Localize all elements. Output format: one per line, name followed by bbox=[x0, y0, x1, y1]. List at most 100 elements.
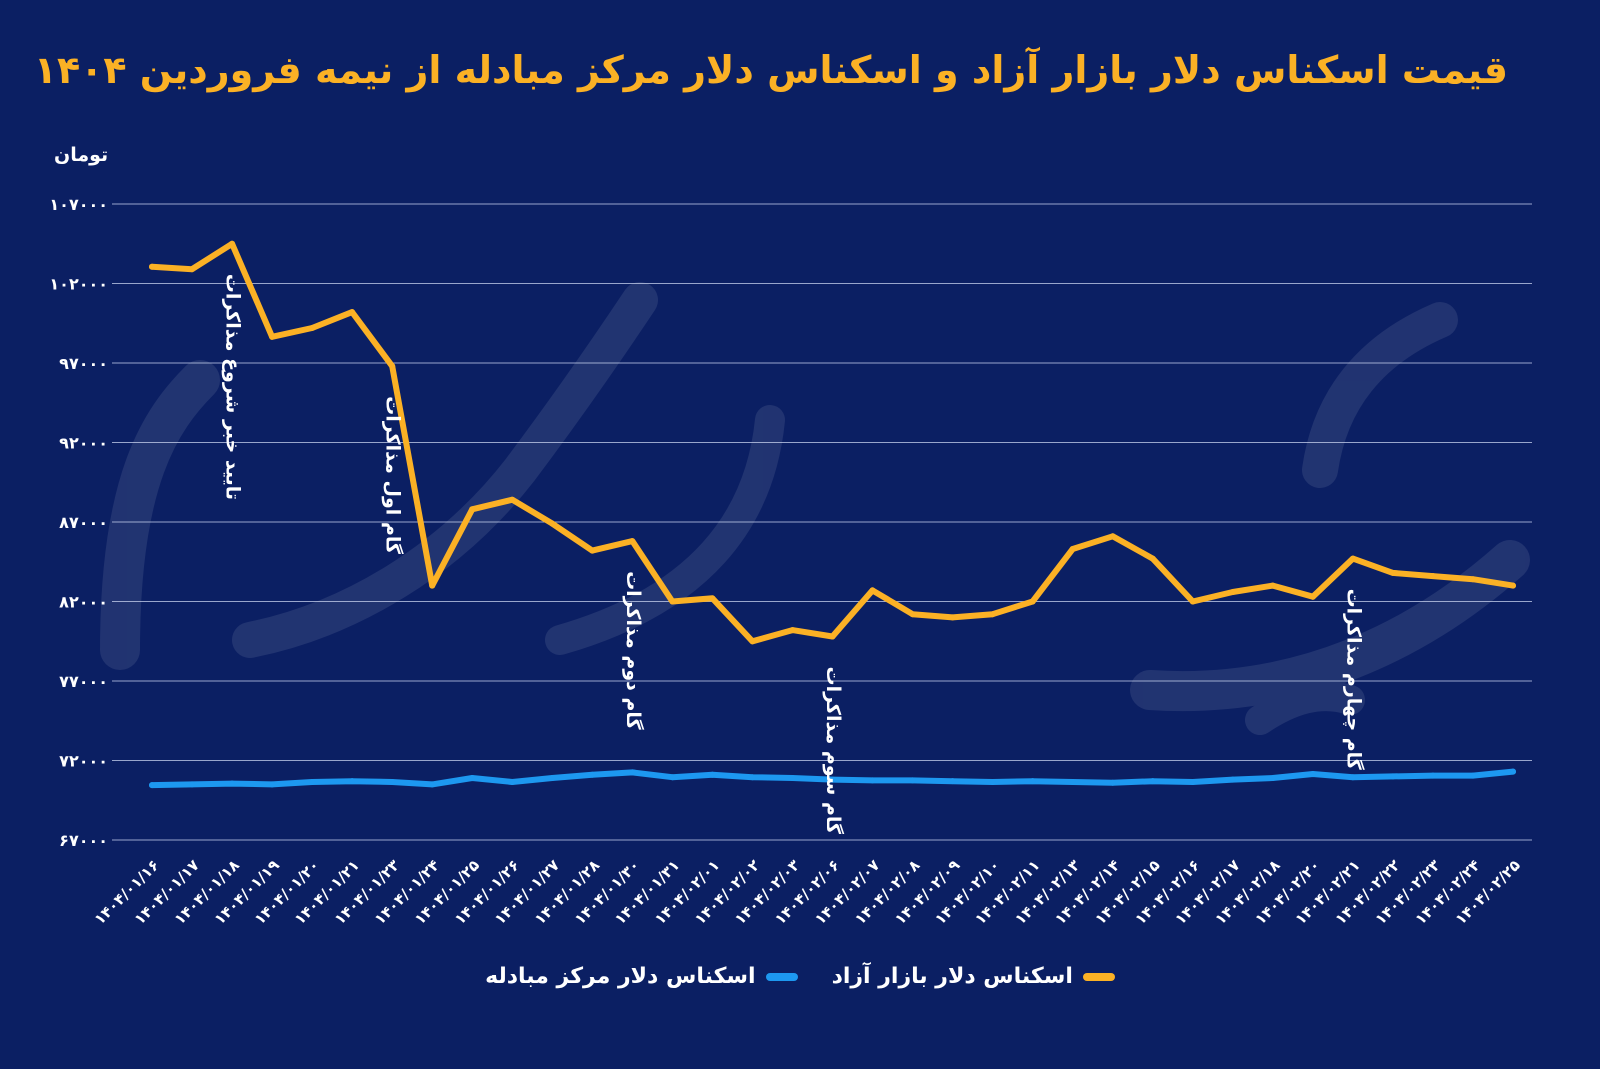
data-point bbox=[989, 778, 996, 785]
data-point bbox=[1389, 569, 1396, 576]
annotation-label: گام اول مذاکرات bbox=[382, 396, 405, 555]
data-point bbox=[1109, 779, 1116, 786]
data-point bbox=[549, 520, 556, 527]
data-point bbox=[1389, 773, 1396, 780]
legend-swatch-exchange-center bbox=[765, 972, 798, 981]
data-point bbox=[1029, 778, 1036, 785]
data-point bbox=[469, 774, 476, 781]
annotation-label: گام سوم مذاکرات bbox=[822, 666, 845, 835]
data-point bbox=[1269, 582, 1276, 589]
data-point bbox=[629, 538, 636, 545]
watermark-stroke bbox=[232, 282, 658, 658]
data-point bbox=[1069, 546, 1076, 553]
data-point bbox=[1189, 598, 1196, 605]
y-tick-label: ۹۲۰۰۰ bbox=[59, 434, 108, 453]
data-point bbox=[589, 547, 596, 554]
data-point bbox=[509, 778, 516, 785]
data-point bbox=[1309, 771, 1316, 778]
data-point bbox=[1029, 598, 1036, 605]
y-tick-label: ۷۲۰۰۰ bbox=[59, 752, 108, 771]
data-point bbox=[749, 638, 756, 645]
data-point bbox=[1349, 555, 1356, 562]
legend: اسکناس دلار بازار آزاد اسکناس دلار مرکز … bbox=[0, 964, 1600, 989]
data-point bbox=[709, 595, 716, 602]
annotation-label: گام چهارم مذاکرات bbox=[1342, 589, 1365, 771]
data-point bbox=[229, 240, 236, 247]
data-point bbox=[909, 777, 916, 784]
data-point bbox=[789, 774, 796, 781]
data-point bbox=[1269, 774, 1276, 781]
data-point bbox=[349, 309, 356, 316]
data-point bbox=[869, 777, 876, 784]
y-tick-label: ۶۷۰۰۰ bbox=[59, 831, 108, 850]
data-point bbox=[189, 266, 196, 273]
grid-lines bbox=[112, 203, 1532, 841]
watermark-stroke bbox=[545, 405, 785, 655]
legend-swatch-free-market bbox=[1082, 972, 1115, 981]
data-point bbox=[269, 781, 276, 788]
data-point bbox=[1069, 778, 1076, 785]
data-point bbox=[429, 781, 436, 788]
data-point bbox=[389, 778, 396, 785]
annotation-label: گام دوم مذاکرات bbox=[622, 571, 645, 731]
y-axis-unit-label: تومان bbox=[54, 144, 109, 166]
data-point bbox=[1469, 772, 1476, 779]
data-point bbox=[949, 614, 956, 621]
data-point bbox=[1429, 573, 1436, 580]
chart-title: قیمت اسکناس دلار بازار آزاد و اسکناس دلا… bbox=[33, 48, 1508, 92]
data-point bbox=[309, 778, 316, 785]
data-point bbox=[709, 771, 716, 778]
data-point bbox=[389, 363, 396, 370]
data-point bbox=[789, 627, 796, 634]
data-point bbox=[1149, 555, 1156, 562]
data-point bbox=[1510, 768, 1516, 775]
data-point bbox=[669, 598, 676, 605]
watermark-stroke bbox=[1245, 681, 1365, 735]
data-point bbox=[1429, 772, 1436, 779]
data-point bbox=[149, 263, 155, 270]
data-point bbox=[829, 776, 836, 783]
data-point bbox=[1510, 582, 1516, 589]
data-point bbox=[349, 778, 356, 785]
y-axis-ticks: ۶۷۰۰۰ ۷۲۰۰۰ ۷۷۰۰۰ ۸۲۰۰۰ ۸۷۰۰۰ ۹۲۰۰۰ ۹۷۰۰۰ ۱۰۲۰۰… bbox=[49, 195, 108, 850]
data-point bbox=[1109, 533, 1116, 540]
data-point bbox=[149, 782, 155, 789]
data-point bbox=[829, 633, 836, 640]
data-point bbox=[509, 496, 516, 503]
series-layer bbox=[149, 240, 1516, 789]
watermark-stroke bbox=[1130, 540, 1530, 711]
data-point bbox=[189, 781, 196, 788]
data-point bbox=[869, 587, 876, 594]
data-point bbox=[589, 771, 596, 778]
data-point bbox=[1349, 774, 1356, 781]
data-point bbox=[669, 774, 676, 781]
data-point bbox=[1189, 778, 1196, 785]
data-point bbox=[1229, 776, 1236, 783]
watermark-stroke bbox=[1302, 302, 1458, 488]
y-tick-label: ۱۰۷۰۰۰ bbox=[49, 195, 108, 214]
data-point bbox=[749, 774, 756, 781]
data-point bbox=[1149, 778, 1156, 785]
data-point bbox=[949, 778, 956, 785]
legend-label-exchange-center: اسکناس دلار مرکز مبادله bbox=[485, 964, 756, 989]
data-point bbox=[269, 333, 276, 340]
data-point bbox=[989, 611, 996, 618]
annotation-label: تایید خبر شروع مذاکرات bbox=[222, 274, 244, 500]
y-tick-label: ۸۲۰۰۰ bbox=[59, 593, 108, 612]
data-point bbox=[469, 506, 476, 513]
watermark-stroke bbox=[100, 360, 220, 670]
y-tick-label: ۱۰۲۰۰۰ bbox=[49, 275, 108, 294]
y-tick-label: ۹۷۰۰۰ bbox=[59, 354, 108, 373]
data-point bbox=[1309, 593, 1316, 600]
legend-item-exchange-center: اسکناس دلار مرکز مبادله bbox=[485, 964, 798, 989]
data-point bbox=[429, 582, 436, 589]
data-point bbox=[309, 325, 316, 332]
x-axis-ticks: ۱۴۰۴/۰۱/۱۶۱۴۰۴/۰۱/۱۷۱۴۰۴/۰۱/۱۸۱۴۰۴/۰۱/۱۹… bbox=[91, 856, 1524, 928]
watermark-logo bbox=[100, 282, 1530, 735]
legend-label-free-market: اسکناس دلار بازار آزاد bbox=[831, 964, 1073, 989]
data-point bbox=[229, 780, 236, 787]
y-tick-label: ۷۷۰۰۰ bbox=[59, 672, 108, 691]
annotations-layer: تایید خبر شروع مذاکرات گام اول مذاکرات گام… bbox=[222, 274, 1366, 835]
legend-item-free-market: اسکناس دلار بازار آزاد bbox=[832, 964, 1115, 989]
